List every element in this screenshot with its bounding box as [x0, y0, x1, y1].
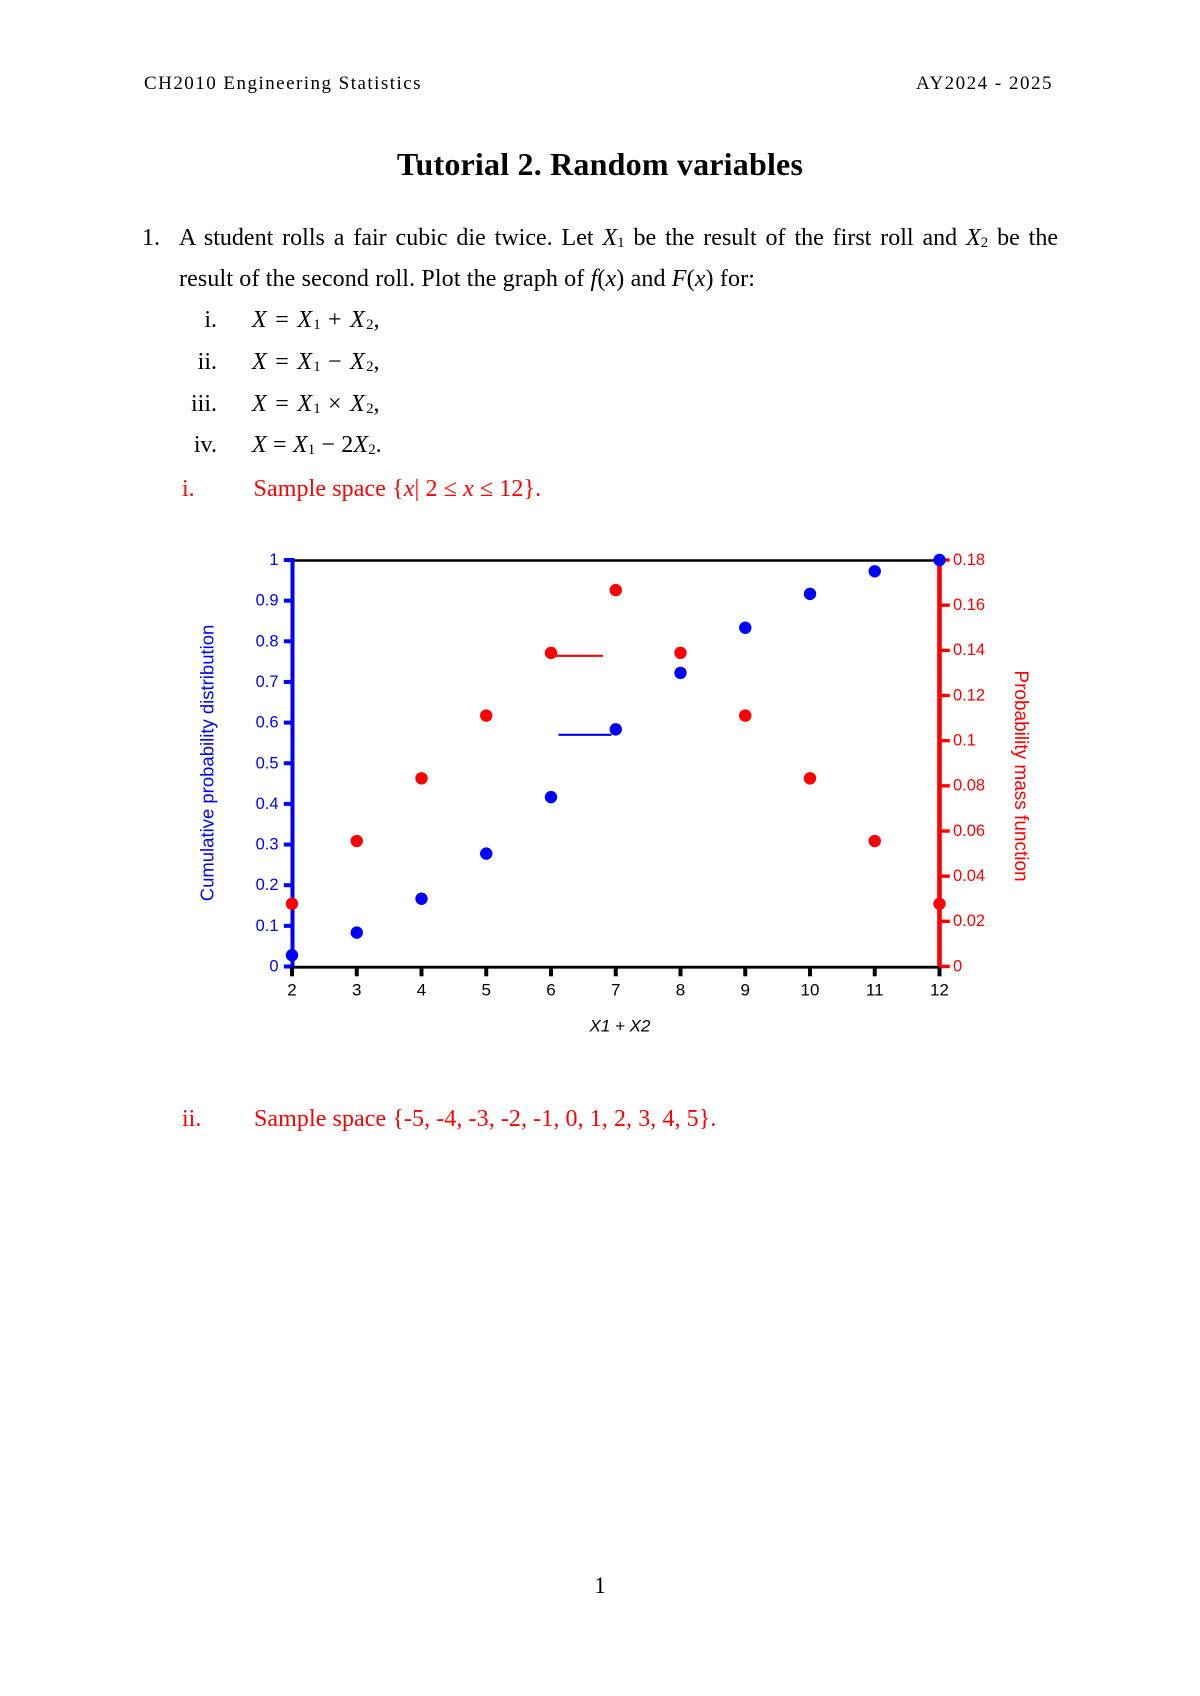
svg-text:0.1: 0.1 [256, 917, 279, 935]
svg-text:0.9: 0.9 [256, 592, 279, 610]
svg-text:12: 12 [930, 981, 949, 1000]
svg-text:0.6: 0.6 [256, 714, 279, 732]
svg-text:0: 0 [953, 957, 962, 975]
svg-text:0.18: 0.18 [953, 551, 985, 569]
svg-text:0: 0 [269, 958, 278, 976]
svg-text:X1 + X2: X1 + X2 [589, 1017, 652, 1036]
svg-text:Cumulative probability distrib: Cumulative probability distribution [197, 625, 218, 902]
svg-text:0.04: 0.04 [953, 867, 985, 885]
svg-text:8: 8 [676, 981, 685, 1000]
svg-text:0.1: 0.1 [953, 731, 976, 749]
svg-text:0.5: 0.5 [256, 754, 279, 772]
svg-text:0.4: 0.4 [256, 795, 279, 813]
svg-text:0.06: 0.06 [953, 822, 985, 840]
svg-text:5: 5 [482, 981, 491, 1000]
svg-text:11: 11 [866, 981, 884, 1000]
svg-text:0.12: 0.12 [953, 686, 985, 704]
svg-text:0.3: 0.3 [256, 836, 279, 854]
svg-text:0.8: 0.8 [256, 632, 279, 650]
svg-text:0.2: 0.2 [256, 876, 279, 894]
svg-text:2: 2 [287, 981, 296, 1000]
svg-text:0.08: 0.08 [953, 777, 985, 795]
svg-text:0.14: 0.14 [953, 641, 985, 659]
svg-text:3: 3 [352, 981, 361, 1000]
svg-text:7: 7 [611, 981, 620, 1000]
svg-text:0.02: 0.02 [953, 912, 985, 930]
svg-text:10: 10 [801, 981, 820, 1000]
svg-text:0.16: 0.16 [953, 596, 985, 614]
svg-text:9: 9 [741, 981, 750, 1000]
svg-text:1: 1 [269, 551, 278, 569]
svg-text:6: 6 [546, 981, 555, 1000]
svg-text:Probability mass function: Probability mass function [1010, 670, 1031, 881]
svg-text:4: 4 [417, 981, 426, 1000]
svg-text:0.7: 0.7 [256, 673, 279, 691]
